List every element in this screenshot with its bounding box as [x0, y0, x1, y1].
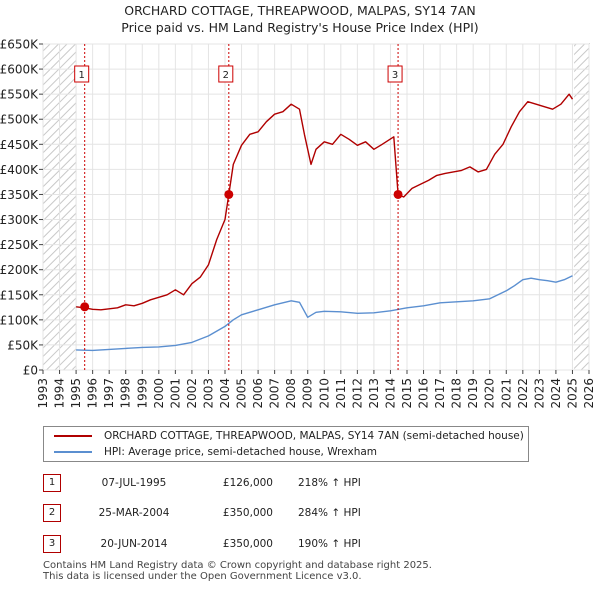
- sale-hpi-change: 284% ↑ HPI: [298, 507, 361, 519]
- x-tick-label: 2010: [317, 378, 331, 409]
- y-tick-label: £600K: [0, 63, 39, 77]
- y-tick-label: £500K: [0, 113, 39, 127]
- sale-label-box: [218, 65, 234, 83]
- sale-row: 1 07-JUL-1995 £126,000 218% ↑ HPI: [43, 474, 443, 492]
- plot-area: [42, 43, 590, 371]
- sale-label-box: [387, 65, 403, 83]
- x-tick-label: 2013: [367, 378, 381, 409]
- legend-item-property: ORCHARD COTTAGE, THREAPWOOD, MALPAS, SY1…: [54, 428, 524, 444]
- sale-number-badge: 1: [43, 474, 61, 492]
- legend-swatch-property: [54, 435, 92, 437]
- x-tick-label: 2018: [450, 378, 464, 409]
- sale-hpi-change: 218% ↑ HPI: [298, 477, 361, 489]
- y-tick-label: £400K: [0, 163, 39, 177]
- footer: Contains HM Land Registry data © Crown c…: [43, 560, 432, 582]
- legend-item-hpi: HPI: Average price, semi-detached house,…: [54, 444, 377, 460]
- chart-title: ORCHARD COTTAGE, THREAPWOOD, MALPAS, SY1…: [124, 3, 476, 18]
- sale-label: 2: [223, 70, 229, 81]
- legend-swatch-hpi: [54, 451, 92, 453]
- x-tick-label: 2011: [334, 378, 348, 409]
- y-tick-label: £300K: [0, 213, 39, 227]
- y-tick-label: £100K: [0, 313, 39, 327]
- x-tick-label: 2003: [201, 378, 215, 409]
- x-tick-label: 2014: [383, 378, 397, 409]
- sale-number-badge: 3: [43, 535, 61, 553]
- x-tick-label: 2020: [483, 378, 497, 409]
- price-chart: 1 2 3 £0 £50K £100K £150K £200K £250K £300K £350K…: [0, 38, 596, 409]
- sale-date: 25-MAR-2004: [98, 507, 170, 519]
- sale-price: £126,000: [222, 477, 273, 489]
- sale-row: 3 20-JUN-2014 £350,000 190% ↑ HPI: [43, 535, 443, 553]
- sale-date: 07-JUL-1995: [101, 477, 167, 489]
- sale-price: £350,000: [222, 538, 273, 550]
- y-tick-label: £200K: [0, 263, 39, 277]
- x-tick-label: 2024: [549, 378, 563, 409]
- chart-subtitle: Price paid vs. HM Land Registry's House …: [121, 20, 479, 35]
- x-tick-label: 2019: [466, 378, 480, 409]
- sale-label: 1: [79, 70, 85, 81]
- x-tick-label: 2002: [185, 378, 199, 409]
- sale-point: [224, 189, 234, 199]
- y-tick-label: £150K: [0, 288, 39, 302]
- footer-licence: This data is licensed under the Open Gov…: [43, 571, 362, 582]
- x-tick-label: 1995: [69, 378, 83, 409]
- x-tick-label: 2004: [218, 378, 232, 409]
- footer-copyright: Contains HM Land Registry data © Crown c…: [43, 560, 432, 571]
- x-tick-label: 2025: [565, 378, 579, 409]
- legend-label-hpi: HPI: Average price, semi-detached house,…: [104, 446, 378, 458]
- sale-price: £350,000: [222, 507, 273, 519]
- sale-hpi-change: 190% ↑ HPI: [298, 538, 361, 550]
- x-tick-label: 2000: [152, 378, 166, 409]
- sale-label: 3: [392, 70, 398, 81]
- x-tick-label: 2023: [532, 378, 546, 409]
- x-tick-label: 2007: [268, 378, 282, 409]
- legend-label-property: ORCHARD COTTAGE, THREAPWOOD, MALPAS, SY1…: [104, 430, 524, 442]
- x-tick-label: 2001: [168, 378, 182, 409]
- series-line-hpi: [76, 275, 573, 352]
- x-tick-label: 1994: [53, 378, 67, 409]
- x-tick-label: 2015: [400, 378, 414, 409]
- legend: ORCHARD COTTAGE, THREAPWOOD, MALPAS, SY1…: [43, 426, 529, 462]
- x-tick-label: 2026: [582, 378, 596, 409]
- y-tick-label: £450K: [0, 138, 39, 152]
- y-tick-label: £250K: [0, 238, 39, 252]
- x-tick-label: 2009: [301, 378, 315, 409]
- x-tick-label: 1996: [86, 378, 100, 409]
- sale-point: [80, 302, 90, 312]
- x-tick-label: 2006: [251, 378, 265, 409]
- hatched-region: [574, 44, 589, 370]
- chart-title-block: ORCHARD COTTAGE, THREAPWOOD, MALPAS, SY1…: [0, 2, 600, 36]
- x-tick-label: 2021: [499, 378, 513, 409]
- x-tick-label: 2017: [433, 378, 447, 409]
- x-tick-label: 1997: [102, 378, 116, 409]
- x-tick-label: 2016: [417, 378, 431, 409]
- y-tick-label: £550K: [0, 88, 39, 102]
- y-tick-label: £50K: [7, 338, 39, 352]
- x-tick-label: 2022: [516, 378, 530, 409]
- sale-number-badge: 2: [43, 504, 61, 522]
- x-tick-label: 2005: [235, 378, 249, 409]
- x-tick-label: 2012: [350, 378, 364, 409]
- x-tick-label: 2008: [284, 378, 298, 409]
- y-tick-label: £350K: [0, 188, 39, 202]
- x-tick-label: 1999: [135, 378, 149, 409]
- x-tick-label: 1998: [119, 378, 133, 409]
- x-tick-label: 1993: [36, 378, 50, 409]
- sale-label-box: [74, 65, 90, 83]
- sale-date: 20-JUN-2014: [100, 538, 168, 550]
- sale-row: 2 25-MAR-2004 £350,000 284% ↑ HPI: [43, 504, 443, 522]
- series-line-property: [76, 93, 574, 311]
- sale-point: [393, 189, 403, 199]
- y-tick-label: £0: [23, 364, 38, 378]
- y-tick-label: £650K: [0, 38, 39, 52]
